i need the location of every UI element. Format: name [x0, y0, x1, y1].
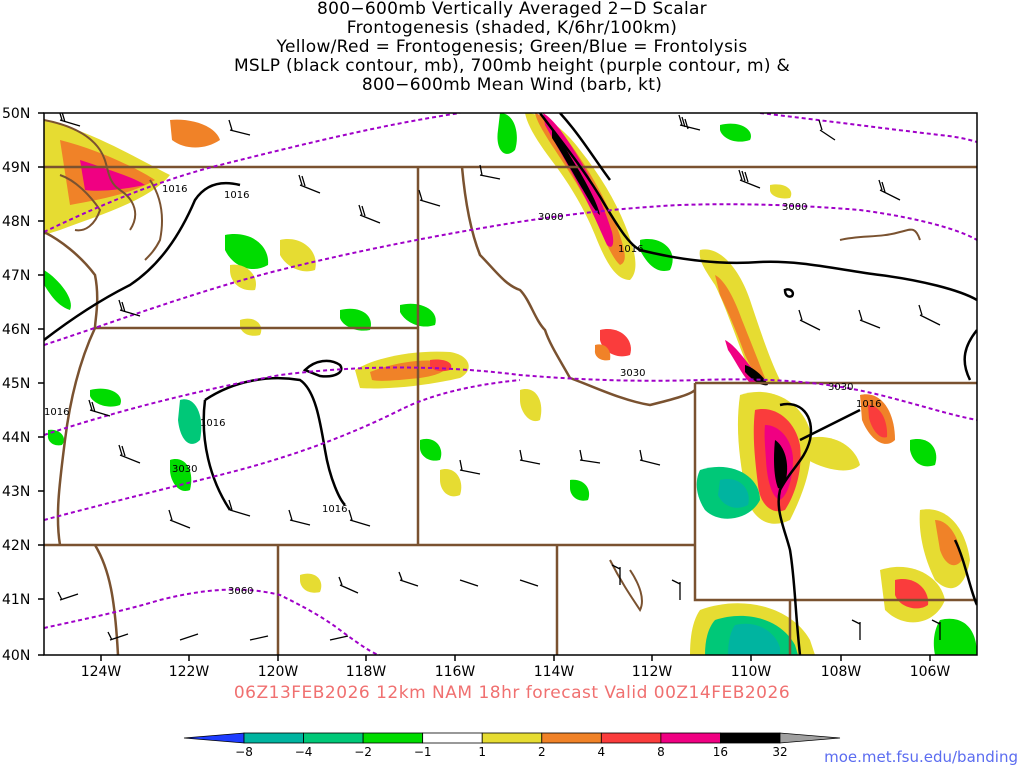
mslp-label: 1016 [162, 184, 187, 195]
colorbar-segment [481, 732, 543, 744]
height-contours [44, 113, 977, 655]
height-label: 3030 [172, 464, 197, 475]
mslp-label: 1016 [200, 418, 225, 429]
lon-label: 124W [81, 664, 122, 680]
lat-label: 41N [2, 592, 30, 608]
lon-label: 110W [731, 664, 772, 680]
state-borders [44, 165, 977, 655]
colorbar-label: −8 [235, 745, 253, 759]
colorbar-label: 32 [772, 745, 787, 759]
height-label: 3000 [538, 212, 563, 223]
title-line-1: 800−600mb Vertically Averaged 2−D Scalar [317, 0, 707, 19]
lon-label: 116W [435, 664, 476, 680]
lon-label: 118W [346, 664, 387, 680]
lat-label: 46N [2, 322, 30, 338]
colorbar-segment [243, 732, 304, 744]
lon-label: 106W [910, 664, 951, 680]
mslp-label: 1016 [322, 504, 347, 515]
height-label: 3060 [228, 586, 253, 597]
lat-label: 40N [2, 648, 30, 664]
colorbar-segment [660, 732, 721, 744]
lat-label: 47N [2, 268, 30, 284]
colorbar-label: 16 [713, 745, 728, 759]
mslp-label: 1016 [618, 244, 643, 255]
colorbar-segment [362, 732, 424, 744]
title-line-2: Frontogenesis (shaded, K/6hr/100km) [346, 18, 678, 38]
colorbar-label: 4 [598, 745, 606, 759]
lat-label: 43N [2, 484, 30, 500]
colorbar-label: 2 [538, 745, 546, 759]
lon-axis: 124W 122W 120W 118W 116W 114W 112W 110W … [81, 655, 951, 680]
colorbar-segment [303, 732, 364, 744]
mslp-label: 1016 [224, 190, 249, 201]
title-line-5: 800−600mb Mean Wind (barb, kt) [361, 75, 663, 95]
colorbar-segment [720, 732, 781, 744]
valid-time-text: 06Z13FEB2026 12km NAM 18hr forecast Vali… [233, 683, 791, 703]
title-line-4: MSLP (black contour, mb), 700mb height (… [233, 56, 791, 76]
mslp-contours [44, 113, 977, 655]
credit-link[interactable]: moe.met.fsu.edu/banding [824, 748, 1018, 766]
title-line-3: Yellow/Red = Frontogenesis; Green/Blue =… [276, 37, 748, 57]
colorbar-segment [600, 732, 662, 744]
coastlines [44, 119, 921, 612]
colorbar-label: 1 [478, 745, 486, 759]
colorbar-low-cap [183, 732, 245, 744]
lon-label: 112W [632, 664, 673, 680]
colorbar-segment [422, 732, 483, 744]
colorbar-label: −1 [414, 745, 432, 759]
lat-label: 45N [2, 376, 30, 392]
lon-label: 108W [821, 664, 862, 680]
height-label: 3030 [828, 382, 853, 393]
colorbar-label: −2 [354, 745, 372, 759]
lat-label: 42N [2, 538, 30, 554]
height-label: 3000 [782, 202, 807, 213]
chart-title: 800−600mb Vertically Averaged 2−D Scalar… [0, 0, 1024, 95]
colorbar-label: −4 [295, 745, 313, 759]
lat-label: 44N [2, 430, 30, 446]
lat-axis: 50N 49N 48N 47N 46N 45N 44N 43N 42N 41N … [2, 106, 44, 664]
colorbar-label: 8 [657, 745, 665, 759]
mslp-label: 1016 [44, 407, 69, 418]
map-frame [43, 112, 978, 656]
lon-label: 114W [534, 664, 575, 680]
lon-label: 122W [169, 664, 210, 680]
lat-label: 49N [2, 160, 30, 176]
color-scale-bar: −8 −4 −2 −1 1 2 4 8 16 32 [183, 732, 841, 759]
colorbar-segment [541, 732, 602, 744]
mslp-label: 1016 [856, 399, 881, 410]
height-label: 3030 [620, 368, 645, 379]
colorbar-high-cap [779, 732, 841, 744]
wind-barbs [57, 113, 941, 641]
lat-label: 50N [2, 106, 30, 122]
lat-label: 48N [2, 214, 30, 230]
lon-label: 120W [258, 664, 299, 680]
